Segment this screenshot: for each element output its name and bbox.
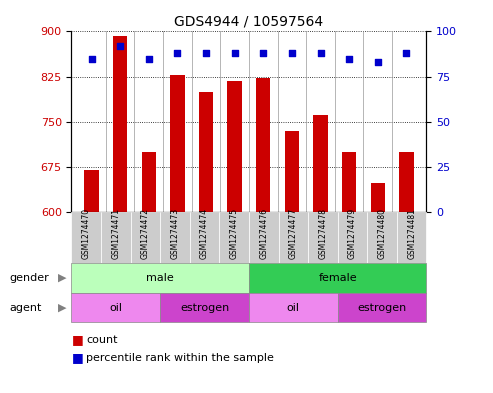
Text: percentile rank within the sample: percentile rank within the sample: [86, 353, 274, 363]
Bar: [399, 152, 414, 212]
Bar: [199, 92, 213, 212]
Bar: [285, 131, 299, 212]
Point: [374, 59, 382, 65]
Title: GDS4944 / 10597564: GDS4944 / 10597564: [175, 15, 323, 29]
Bar: [256, 78, 271, 212]
Text: ■: ■: [71, 333, 83, 347]
Bar: [342, 152, 356, 212]
Text: ▶: ▶: [58, 273, 67, 283]
Text: female: female: [318, 273, 357, 283]
Text: GSM1274476: GSM1274476: [259, 208, 268, 259]
Text: gender: gender: [10, 273, 50, 283]
Bar: [170, 75, 184, 212]
Bar: [314, 115, 328, 212]
Point: [202, 50, 210, 56]
Point: [317, 50, 324, 56]
Point: [145, 55, 153, 62]
Text: GSM1274474: GSM1274474: [200, 208, 209, 259]
Point: [88, 55, 96, 62]
Point: [174, 50, 181, 56]
Text: agent: agent: [10, 303, 42, 312]
Bar: [227, 81, 242, 212]
Text: male: male: [146, 273, 174, 283]
Text: GSM1274470: GSM1274470: [82, 208, 91, 259]
Bar: [113, 36, 127, 212]
Point: [116, 43, 124, 49]
Text: GSM1274472: GSM1274472: [141, 208, 150, 259]
Text: ▶: ▶: [58, 303, 67, 312]
Text: GSM1274479: GSM1274479: [348, 208, 357, 259]
Point: [345, 55, 353, 62]
Text: GSM1274475: GSM1274475: [230, 208, 239, 259]
Text: oil: oil: [109, 303, 122, 312]
Text: GSM1274477: GSM1274477: [289, 208, 298, 259]
Point: [402, 50, 410, 56]
Text: GSM1274481: GSM1274481: [407, 209, 416, 259]
Text: estrogen: estrogen: [357, 303, 407, 312]
Text: GSM1274471: GSM1274471: [111, 208, 120, 259]
Bar: [371, 183, 385, 212]
Text: oil: oil: [287, 303, 300, 312]
Bar: [84, 170, 99, 212]
Text: estrogen: estrogen: [180, 303, 229, 312]
Text: count: count: [86, 335, 118, 345]
Text: GSM1274473: GSM1274473: [171, 208, 179, 259]
Bar: [141, 152, 156, 212]
Point: [231, 50, 239, 56]
Point: [288, 50, 296, 56]
Point: [259, 50, 267, 56]
Text: GSM1274478: GSM1274478: [318, 208, 327, 259]
Text: GSM1274480: GSM1274480: [378, 208, 387, 259]
Text: ■: ■: [71, 351, 83, 364]
